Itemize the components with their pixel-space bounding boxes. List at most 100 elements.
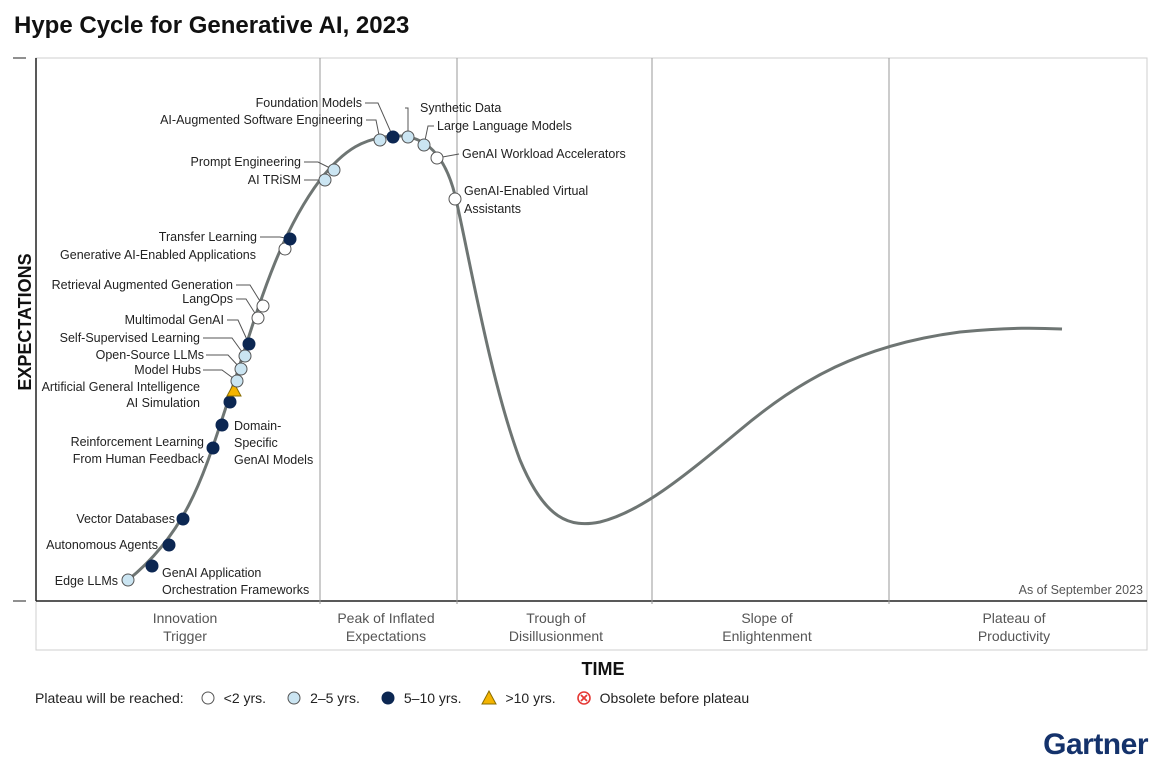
leader-self-supervised-learning [203, 337, 246, 357]
label-generative-ai-enabled-applications: Generative AI-Enabled Applications [60, 248, 256, 262]
label-domain-specific-genai-models: Domain- Specific GenAI Models [234, 419, 313, 467]
technology-labels: Edge LLMs GenAI Application Orchestration … [42, 96, 626, 597]
marker-retrieval-augmented-generation [256, 299, 270, 313]
marker-ai-trism [318, 173, 332, 187]
marker-model-hubs [230, 374, 244, 388]
cross-icon [580, 694, 588, 702]
marker-ai-simulation [223, 395, 237, 409]
marker-genai-application-orchestration-frameworks [145, 559, 159, 573]
legend-item: 2–5 yrs. [286, 690, 360, 706]
label-self-supervised-learning: Self-Supervised Learning [60, 331, 200, 345]
label-vector-databases: Vector Databases [76, 512, 175, 526]
x-axis-title: TIME [582, 659, 625, 679]
legend-item: <2 yrs. [200, 690, 266, 706]
label-prompt-engineering: Prompt Engineering [191, 155, 302, 169]
legend-label: Plateau will be reached: [35, 690, 184, 706]
leader-ai-augmented-software-engineering [366, 119, 381, 141]
phase-label-line: Slope of [741, 610, 792, 626]
hype-curve [127, 134, 1063, 582]
leader-foundation-models [365, 102, 394, 138]
label-foundation-models: Foundation Models [256, 96, 362, 110]
label-line: Specific [234, 436, 278, 450]
label-line: Orchestration Frameworks [162, 583, 309, 597]
marker-artificial-general-intelligence [226, 381, 242, 397]
label-langops: LangOps [182, 292, 233, 306]
leader-synthetic-data [405, 107, 409, 137]
label-transfer-learning: Transfer Learning [159, 230, 257, 244]
marker-multimodal-genai [242, 337, 256, 351]
legend-items: <2 yrs. 2–5 yrs. 5–10 yrs. >10 yrs. Obsolete… [200, 690, 769, 706]
legend-item: Obsolete before plateau [576, 690, 749, 706]
label-reinforcement-learning-from-human-feedback: Reinforcement Learning From Human Feedbac… [71, 435, 205, 466]
leader-lines [203, 102, 460, 382]
label-line: Assistants [464, 202, 521, 216]
marker-autonomous-agents [162, 538, 176, 552]
marker-self-supervised-learning [238, 349, 252, 363]
label-genai-workload-accelerators: GenAI Workload Accelerators [462, 147, 626, 161]
label-edge-llms: Edge LLMs [55, 574, 118, 588]
phase-label-3: Trough of Disillusionment [509, 610, 603, 644]
circle-icon [287, 691, 301, 705]
circle-icon [381, 691, 395, 705]
label-ai-trism: AI TRiSM [248, 173, 301, 187]
label-synthetic-data: Synthetic Data [420, 101, 501, 115]
legend-marker-icon [201, 691, 215, 705]
label-ai-simulation: AI Simulation [126, 396, 200, 410]
hype-cycle-chart: Innovation Trigger Peak of Inflated Expecta… [13, 57, 1148, 679]
hype-curve-line [127, 134, 1063, 582]
marker-transfer-learning [283, 232, 297, 246]
label-autonomous-agents: Autonomous Agents [46, 538, 158, 552]
label-multimodal-genai: Multimodal GenAI [125, 313, 224, 327]
marker-synthetic-data [401, 130, 415, 144]
phase-label-line: Plateau of [982, 610, 1045, 626]
technology-points [121, 130, 462, 587]
label-genai-enabled-virtual-assistants: GenAI-Enabled Virtual Assistants [464, 184, 588, 216]
phase-label-line: Disillusionment [509, 628, 603, 644]
marker-langops [251, 311, 265, 325]
legend-item-label: Obsolete before plateau [599, 690, 750, 706]
phase-label-line: Trough of [526, 610, 586, 626]
marker-domain-specific-genai-models [215, 418, 229, 432]
label-genai-application-orchestration-frameworks: GenAI Application Orchestration Framework… [162, 566, 309, 597]
as-of-note: As of September 2023 [1019, 583, 1143, 597]
marker-foundation-models [386, 130, 400, 144]
leader-multimodal-genai [227, 319, 250, 345]
label-line: GenAI-Enabled Virtual [464, 184, 588, 198]
legend-item-label: >10 yrs. [505, 690, 556, 706]
legend-item: >10 yrs. [481, 690, 556, 706]
legend-item-label: <2 yrs. [223, 690, 267, 706]
phase-label-1: Innovation Trigger [153, 610, 218, 644]
label-line: GenAI Models [234, 453, 313, 467]
phase-label-line: Trigger [163, 628, 207, 644]
label-open-source-llms: Open-Source LLMs [96, 348, 204, 362]
marker-reinforcement-learning-from-human-feedback [206, 441, 220, 455]
label-line: Reinforcement Learning [71, 435, 204, 449]
legend-marker-icon [576, 691, 591, 705]
legend-item-label: 2–5 yrs. [310, 690, 360, 706]
plot-frame [13, 57, 1148, 651]
phase-label-line: Enlightenment [722, 628, 812, 644]
marker-vector-databases [176, 512, 190, 526]
leader-retrieval-augmented-generation [236, 284, 264, 307]
legend-marker-icon [381, 691, 395, 705]
marker-genai-enabled-virtual-assistants [448, 192, 462, 206]
phase-label-2: Peak of Inflated Expectations [337, 610, 434, 644]
legend-item: 5–10 yrs. [380, 690, 462, 706]
marker-edge-llms [121, 573, 135, 587]
phase-label-line: Productivity [978, 628, 1050, 644]
marker-prompt-engineering [327, 163, 341, 177]
label-ai-augmented-software-engineering: AI-Augmented Software Engineering [160, 113, 363, 127]
y-axis-title: EXPECTATIONS [15, 253, 35, 390]
triangle-icon [481, 690, 498, 705]
phase-labels: Innovation Trigger Peak of Inflated Expecta… [153, 610, 1050, 644]
leader-langops [236, 298, 259, 319]
legend-item-label: 5–10 yrs. [403, 690, 462, 706]
circle-icon [201, 691, 215, 705]
label-artificial-general-intelligence: Artificial General Intelligence [42, 380, 200, 394]
marker-ai-augmented-software-engineering [373, 133, 387, 147]
marker-large-language-models [417, 138, 431, 152]
legend: Plateau will be reached: <2 yrs. 2–5 yrs.… [35, 690, 769, 706]
label-model-hubs: Model Hubs [134, 363, 201, 377]
phase-label-line: Expectations [346, 628, 426, 644]
marker-open-source-llms [234, 362, 248, 376]
